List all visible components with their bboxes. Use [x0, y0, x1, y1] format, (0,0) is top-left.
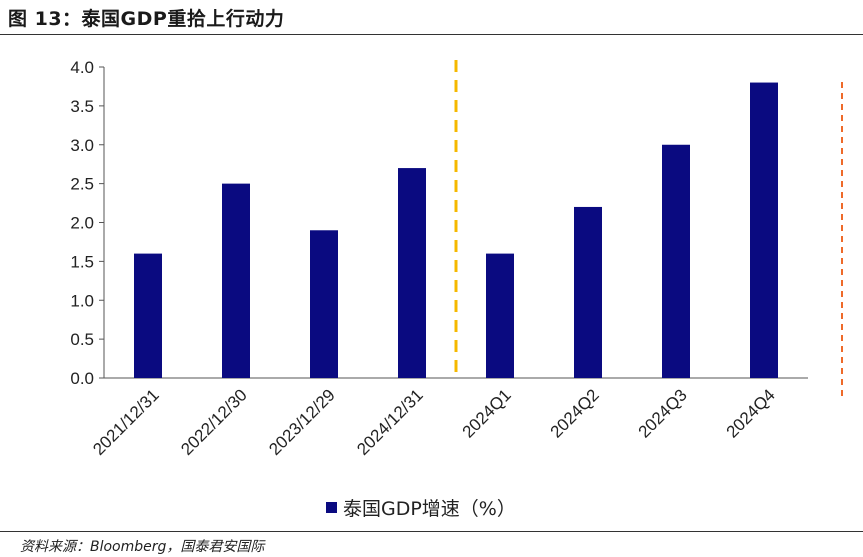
y-tick-label: 0.0 — [70, 369, 94, 388]
y-tick-label: 2.5 — [70, 175, 94, 194]
title-divider — [0, 34, 863, 35]
legend-label: 泰国GDP增速（%） — [343, 498, 516, 520]
x-tick-label: 2024Q4 — [723, 385, 779, 441]
y-tick-label: 2.0 — [70, 214, 94, 233]
bar-2021/12/31 — [134, 253, 162, 378]
bar-chart: 0.00.51.01.52.02.53.03.54.0 2021/12/31 20… — [70, 58, 843, 459]
legend-swatch — [326, 502, 337, 513]
x-tick-label: 2023/12/29 — [265, 385, 339, 459]
bar-2024Q1 — [486, 253, 514, 378]
x-tick-label: 2024Q1 — [459, 385, 515, 441]
y-tick-label: 3.0 — [70, 136, 94, 155]
period-separators — [454, 60, 843, 396]
bar-2024/12/31 — [398, 168, 426, 378]
y-tick-label: 1.5 — [70, 252, 94, 271]
x-tick-label: 2021/12/31 — [89, 385, 163, 459]
source-note: 资料来源：Bloomberg，国泰君安国际 — [20, 539, 265, 555]
x-tick-label: 2024/12/31 — [353, 385, 427, 459]
y-tick-label: 1.0 — [70, 291, 94, 310]
figure-title: 图 13：泰国GDP重拾上行动力 — [8, 8, 285, 30]
y-tick-label: 0.5 — [70, 330, 94, 349]
bars — [134, 82, 778, 379]
y-axis: 0.0 0.5 1.0 1.5 2.0 2.5 3.0 3.5 4.0 — [70, 58, 105, 388]
x-tick-label: 2024Q2 — [547, 385, 603, 441]
footer-divider — [0, 531, 863, 532]
x-tick-label: 2024Q3 — [635, 385, 691, 441]
bar-2023/12/29 — [310, 230, 338, 378]
bar-2024Q3 — [662, 144, 690, 378]
bar-2024Q2 — [574, 206, 602, 378]
legend: 泰国GDP增速（%） — [326, 494, 516, 521]
y-tick-label: 3.5 — [70, 97, 94, 116]
category-labels: 2021/12/31 2022/12/30 2023/12/29 2024/12/31… — [89, 385, 779, 459]
y-tick-label: 4.0 — [70, 58, 94, 77]
bar-2022/12/30 — [222, 183, 250, 378]
bar-2024Q4 — [750, 82, 778, 379]
x-tick-label: 2022/12/30 — [177, 385, 251, 459]
